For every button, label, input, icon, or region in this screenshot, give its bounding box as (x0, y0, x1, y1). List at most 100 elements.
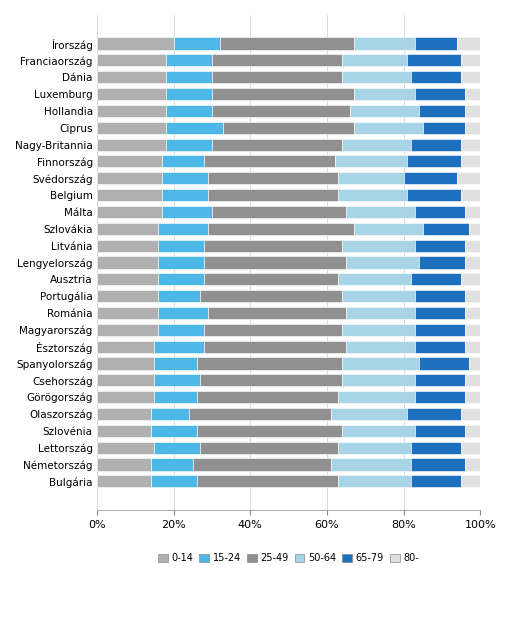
Bar (197, 391, 338, 403)
Bar (154, 374, 200, 386)
Bar (97, 408, 151, 420)
Bar (208, 173, 338, 184)
Bar (97, 156, 162, 168)
Bar (411, 139, 461, 151)
Bar (407, 189, 461, 201)
Bar (212, 139, 342, 151)
Bar (465, 88, 480, 100)
Bar (419, 105, 465, 117)
Bar (97, 374, 154, 386)
Bar (415, 374, 465, 386)
Bar (469, 357, 480, 369)
Bar (411, 71, 461, 83)
Bar (338, 173, 404, 184)
Bar (158, 273, 204, 286)
Bar (457, 38, 480, 49)
Bar (331, 459, 411, 471)
Bar (97, 324, 158, 336)
Bar (350, 105, 419, 117)
Bar (97, 425, 151, 437)
Bar (200, 290, 342, 302)
Bar (208, 222, 354, 235)
Bar (338, 442, 411, 454)
Bar (97, 391, 154, 403)
Bar (465, 307, 480, 319)
Bar (404, 173, 457, 184)
Bar (97, 475, 151, 488)
Bar (166, 71, 212, 83)
Bar (158, 239, 204, 252)
Bar (154, 341, 204, 352)
Bar (342, 425, 415, 437)
Bar (342, 357, 419, 369)
Bar (212, 206, 346, 218)
Bar (465, 324, 480, 336)
Bar (465, 256, 480, 269)
Bar (465, 239, 480, 252)
Bar (158, 324, 204, 336)
Bar (419, 256, 465, 269)
Bar (212, 71, 342, 83)
Bar (342, 290, 415, 302)
Bar (342, 71, 411, 83)
Bar (335, 156, 407, 168)
Bar (158, 222, 208, 235)
Bar (204, 239, 342, 252)
Bar (97, 442, 154, 454)
Bar (97, 122, 166, 134)
Bar (354, 122, 423, 134)
Bar (193, 459, 331, 471)
Bar (423, 122, 465, 134)
Bar (457, 173, 480, 184)
Bar (208, 189, 338, 201)
Bar (158, 290, 200, 302)
Bar (166, 54, 212, 66)
Bar (212, 54, 342, 66)
Bar (346, 341, 415, 352)
Bar (461, 273, 480, 286)
Bar (151, 408, 189, 420)
Bar (407, 156, 461, 168)
Bar (166, 105, 212, 117)
Bar (197, 475, 338, 488)
Bar (223, 122, 354, 134)
Bar (465, 341, 480, 352)
Bar (342, 374, 415, 386)
Bar (158, 256, 204, 269)
Bar (346, 307, 415, 319)
Bar (97, 189, 162, 201)
Bar (204, 273, 338, 286)
Bar (461, 475, 480, 488)
Bar (166, 88, 212, 100)
Bar (154, 357, 197, 369)
Bar (342, 239, 415, 252)
Bar (97, 239, 158, 252)
Bar (204, 156, 335, 168)
Bar (97, 71, 166, 83)
Bar (338, 475, 411, 488)
Bar (331, 408, 407, 420)
Bar (415, 341, 465, 352)
Bar (154, 442, 200, 454)
Bar (407, 408, 461, 420)
Bar (97, 459, 151, 471)
Bar (151, 425, 197, 437)
Bar (461, 139, 480, 151)
Bar (97, 105, 166, 117)
Bar (415, 307, 465, 319)
Bar (204, 341, 346, 352)
Bar (415, 324, 465, 336)
Bar (97, 222, 158, 235)
Bar (346, 256, 419, 269)
Bar (197, 425, 342, 437)
Bar (469, 222, 480, 235)
Bar (465, 122, 480, 134)
Bar (338, 189, 407, 201)
Bar (154, 391, 197, 403)
Bar (342, 139, 411, 151)
Bar (354, 38, 415, 49)
Bar (346, 206, 415, 218)
Bar (162, 173, 208, 184)
Bar (465, 425, 480, 437)
Bar (338, 391, 415, 403)
